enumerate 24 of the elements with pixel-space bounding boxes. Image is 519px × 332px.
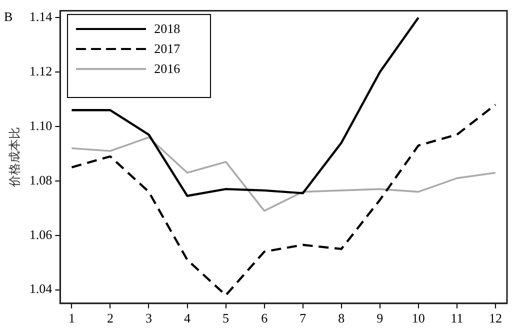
- x-tick-label: 6: [261, 310, 268, 326]
- x-tick-label: 5: [222, 310, 230, 326]
- x-tick-label: 12: [488, 310, 502, 326]
- x-tick-label: 1: [68, 310, 75, 326]
- y-tick-label: 1.14: [29, 9, 53, 24]
- y-tick-label: 1.04: [29, 281, 53, 296]
- legend-label: 2016: [154, 60, 180, 77]
- y-tick-label: 1.12: [29, 63, 52, 78]
- y-tick-label: 1.08: [29, 172, 52, 188]
- x-tick-label: 11: [450, 310, 464, 326]
- y-tick-label: 1.06: [29, 226, 53, 242]
- x-tick-label: 7: [300, 310, 307, 326]
- x-tick-label: 3: [146, 310, 152, 326]
- text: B: [4, 9, 13, 24]
- x-tick-label: 9: [376, 310, 384, 326]
- legend-label: 2018: [154, 20, 180, 37]
- y-axis-title: 价格成本比: [7, 127, 22, 188]
- legend-label: 2017: [154, 40, 180, 57]
- y-tick-label: 1.10: [29, 118, 52, 133]
- x-tick-label: 10: [412, 310, 425, 326]
- x-tick-label: 4: [184, 310, 192, 326]
- line-series: [70, 104, 497, 296]
- x-tick-label: 2: [106, 310, 114, 326]
- x-tick-label: 8: [338, 310, 345, 326]
